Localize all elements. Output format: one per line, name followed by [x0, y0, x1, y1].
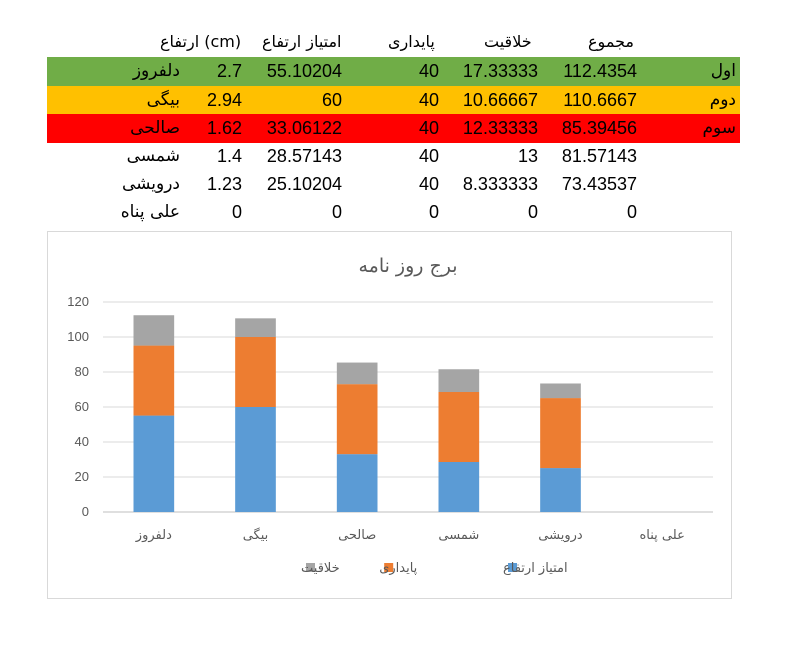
bar-segment — [540, 468, 581, 512]
y-tick-label: 100 — [67, 329, 89, 344]
creativity-cell: 12.33333 — [462, 118, 538, 138]
rank-cell: دوم — [709, 90, 736, 110]
name-cell: شمسی — [126, 146, 180, 166]
total-cell: 81.57143 — [561, 146, 637, 166]
creativity-cell: 17.33333 — [462, 61, 538, 81]
rank-cell — [696, 198, 736, 227]
height-cell: 1.23 — [206, 174, 242, 194]
table-row: 0 0 0 0 0 علی پناه — [47, 198, 740, 227]
stability-cell: 0 — [428, 202, 439, 222]
stability-cell: 40 — [418, 118, 439, 138]
height-cell: 2.94 — [206, 90, 242, 110]
legend-swatch — [384, 563, 394, 572]
legend-label: پایداری — [379, 561, 417, 576]
bar-segment — [235, 318, 276, 337]
name-cell: بیگی — [146, 90, 180, 110]
y-tick-label: 80 — [75, 364, 89, 379]
bar-segment — [540, 398, 581, 469]
name-cell: درویشی — [121, 174, 180, 194]
bar-segment — [133, 345, 175, 416]
bar-segment — [336, 384, 378, 455]
table-row: 73.43537 8.333333 40 25.10204 1.23 درویشی — [47, 170, 740, 199]
header-height-score: امتیاز ارتفاع — [262, 32, 342, 51]
stability-cell: 40 — [418, 174, 439, 194]
legend-label: امتیاز ارتفاع — [503, 561, 568, 576]
height-score-cell: 55.10204 — [266, 61, 342, 81]
name-cell: دلفروز — [132, 61, 180, 81]
height-cell: 0 — [231, 202, 242, 222]
total-cell: 112.4354 — [563, 61, 637, 81]
bar-segment — [438, 392, 480, 462]
y-tick-label: 40 — [75, 434, 89, 449]
table-row: سوم 85.39456 12.33333 40 33.06122 1.62 صالحی — [47, 114, 740, 143]
legend-swatch — [306, 563, 315, 572]
table-row: 81.57143 13 40 28.57143 1.4 شمسی — [47, 142, 740, 171]
y-tick-label: 120 — [67, 294, 89, 309]
header-height: ارتفاع (cm) — [160, 32, 242, 51]
bar-segment — [438, 462, 480, 512]
name-cell: علی پناه — [120, 202, 180, 222]
stability-cell: 40 — [418, 61, 439, 81]
chart-title: برج روز نامه — [358, 255, 457, 277]
creativity-cell: 10.66667 — [462, 90, 538, 110]
total-cell: 0 — [626, 202, 637, 222]
y-tick-label: 60 — [75, 399, 89, 414]
rank-cell — [696, 170, 736, 199]
table-row: اول 112.4354 17.33333 40 55.10204 2.7 دلفروز — [47, 57, 740, 86]
bar-segment — [438, 369, 480, 392]
total-cell: 85.39456 — [561, 118, 637, 138]
name-cell: صالحی — [130, 118, 180, 138]
header-stability: پایداری — [388, 32, 435, 51]
height-cell: 1.62 — [206, 118, 242, 138]
x-category-label: علی پناه — [639, 528, 684, 543]
height-cell: 2.7 — [216, 61, 242, 81]
height-score-cell: 0 — [331, 202, 342, 222]
bar-segment — [235, 337, 276, 407]
legend-swatch — [508, 563, 517, 572]
rank-cell: سوم — [702, 118, 736, 138]
chart-area: برج روز نامه 0 20 40 60 80 100 120 دلفروز بیگی صال… — [47, 231, 732, 599]
y-tick-label: 20 — [75, 469, 89, 484]
height-score-cell: 25.10204 — [266, 174, 342, 194]
bar-segment — [235, 407, 276, 512]
x-category-label: بیگی — [243, 527, 269, 543]
bar-segment — [133, 415, 175, 512]
x-category-label: شمسی — [438, 528, 479, 543]
x-category-label: صالحی — [338, 528, 376, 543]
creativity-cell: 13 — [517, 146, 538, 166]
height-score-cell: 33.06122 — [266, 118, 342, 138]
header-creativity: خلاقیت — [484, 32, 532, 51]
bar-segment — [133, 315, 175, 346]
bar-segment — [336, 362, 378, 385]
table-row: دوم 110.6667 10.66667 40 60 2.94 بیگی — [47, 86, 740, 115]
stability-cell: 40 — [418, 146, 439, 166]
x-category-label: دلفروز — [135, 528, 172, 543]
height-cell: 1.4 — [216, 146, 242, 166]
height-score-cell: 28.57143 — [266, 146, 342, 166]
rank-cell — [696, 142, 736, 171]
stacked-bar-chart: برج روز نامه 0 20 40 60 80 100 120 دلفروز بیگی صال… — [67, 255, 713, 576]
total-cell: 73.43537 — [561, 174, 637, 194]
legend-label: خلاقیت — [301, 561, 340, 576]
creativity-cell: 8.333333 — [462, 174, 538, 194]
bar-segment — [540, 383, 581, 399]
bar-segment — [336, 454, 378, 512]
header-total: مجموع — [588, 32, 634, 51]
rank-cell: اول — [710, 61, 736, 81]
height-score-cell: 60 — [321, 90, 342, 110]
creativity-cell: 0 — [527, 202, 538, 222]
stability-cell: 40 — [418, 90, 439, 110]
total-cell: 110.6667 — [563, 90, 637, 110]
x-category-label: درویشی — [538, 528, 583, 543]
y-tick-label: 0 — [82, 504, 89, 519]
